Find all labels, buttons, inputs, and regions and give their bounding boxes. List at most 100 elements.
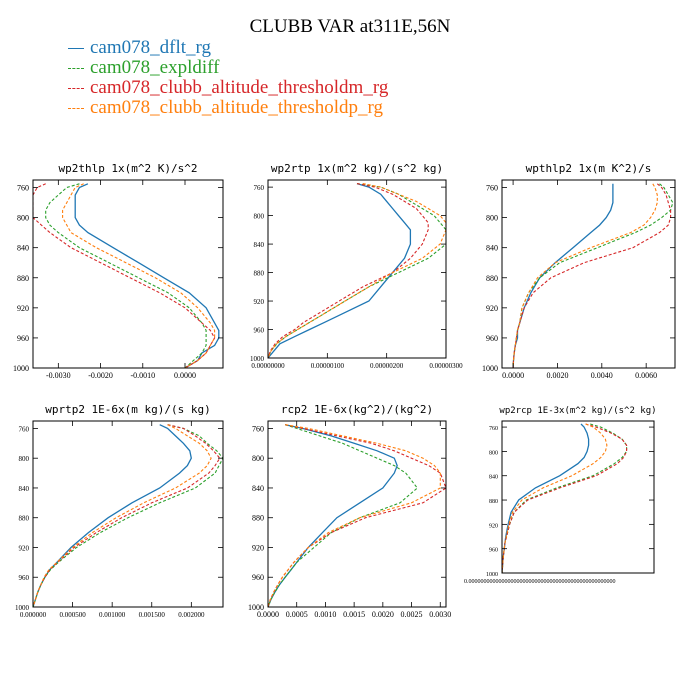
series-line — [33, 424, 192, 607]
x-tick-label: 0.002000 — [178, 611, 205, 619]
series-line — [268, 424, 446, 607]
x-tick-label: 0.0025 — [401, 610, 423, 619]
series-line — [268, 424, 441, 607]
legend-label: cam078_clubb_altitude_thresholdm_rg — [90, 77, 389, 98]
legend-label: cam078_clubb_altitude_thresholdp_rg — [90, 97, 384, 118]
y-tick-label: 960 — [486, 334, 498, 343]
y-tick-label: 1000 — [13, 364, 29, 373]
y-tick-label: 1000 — [482, 364, 498, 373]
y-tick-label: 960 — [17, 334, 29, 343]
series-line — [512, 183, 674, 368]
legend-item: cam078_clubb_altitude_thresholdm_rg — [68, 77, 389, 98]
legend-item: cam078_expldiff — [68, 57, 388, 78]
y-tick-label: 920 — [254, 298, 265, 306]
x-tick-label: 0.00000000 — [251, 362, 285, 370]
x-tick-label: -0.0020 — [88, 371, 113, 380]
y-tick-label: 800 — [486, 214, 498, 223]
y-tick-label: 880 — [17, 274, 29, 283]
series-line — [45, 183, 207, 368]
legend-line-swatch — [68, 67, 84, 69]
series-line — [268, 424, 419, 607]
x-tick-label: 0.0000 — [257, 610, 279, 619]
series-line — [33, 424, 223, 607]
x-tick-label: 0.0060 — [635, 371, 657, 380]
y-tick-label: 840 — [486, 244, 498, 253]
legend-label: cam078_dflt_rg — [90, 37, 212, 58]
y-tick-label: 1000 — [15, 604, 30, 612]
series-line — [502, 423, 590, 573]
series-line — [33, 424, 212, 607]
series-line — [74, 183, 220, 368]
x-tick-label: 0.0000 — [174, 371, 196, 380]
y-tick-label: 760 — [489, 426, 498, 432]
y-tick-label: 880 — [489, 499, 498, 505]
x-tick-label: 0.00000100 — [311, 362, 345, 370]
series-line — [502, 423, 628, 573]
x-tick-label: 0.0015 — [343, 610, 365, 619]
y-tick-label: 800 — [19, 455, 30, 463]
legend-label: cam078_expldiff — [90, 57, 220, 78]
series-line — [268, 424, 398, 607]
x-tick-label: 0.0000 — [502, 371, 524, 380]
panel-title: wprtp2 1E-6x(m kg)/(s kg) — [45, 403, 211, 416]
series-line — [33, 183, 216, 368]
series-line — [33, 424, 221, 607]
y-tick-label: 880 — [252, 514, 264, 523]
series-line — [268, 183, 429, 358]
y-tick-label: 880 — [19, 515, 30, 523]
y-tick-label: 800 — [489, 450, 498, 456]
legend-line-swatch — [68, 47, 84, 49]
y-tick-label: 760 — [252, 424, 264, 433]
x-tick-label: 0.0005 — [286, 610, 308, 619]
x-tick-label: 0.0020 — [372, 610, 394, 619]
y-tick-label: 840 — [252, 484, 264, 493]
y-tick-label: 1000 — [250, 355, 265, 363]
plot-frame — [501, 179, 676, 369]
series-line — [268, 183, 446, 358]
legend-item: cam078_clubb_altitude_thresholdp_rg — [68, 97, 388, 118]
y-tick-label: 880 — [254, 270, 265, 278]
x-tick-label: 0.001000 — [99, 611, 126, 619]
y-tick-label: 760 — [486, 184, 498, 193]
chart-panel: 760 800 840 880 920 960 10000.0000000000000000… — [464, 406, 657, 585]
plot-frame — [501, 420, 655, 574]
y-tick-label: 920 — [252, 543, 264, 552]
plot-frame — [32, 420, 224, 608]
x-tick-label: -0.0030 — [46, 371, 71, 380]
y-tick-label: 920 — [19, 544, 30, 552]
y-tick-label: 800 — [254, 213, 265, 221]
y-tick-label: 800 — [252, 454, 264, 463]
series-line — [62, 183, 216, 368]
legend-line-swatch — [68, 87, 84, 89]
y-tick-label: 960 — [252, 573, 264, 582]
y-tick-label: 840 — [254, 241, 265, 249]
x-tick-label: 0.000500 — [59, 611, 86, 619]
panel-title: wp2rtp 1x(m^2 kg)/(s^2 kg) — [271, 162, 443, 175]
x-tick-label: 0.00000200 — [370, 362, 404, 370]
plot-frame — [267, 420, 447, 608]
x-tick-label: 0.00000300 — [429, 362, 463, 370]
series-line — [512, 183, 658, 368]
y-tick-label: 840 — [489, 475, 498, 481]
y-tick-label: 1000 — [248, 603, 264, 612]
y-tick-label: 840 — [19, 485, 30, 493]
plot-frame — [267, 179, 447, 359]
chart-panel: 760 800 840 880 920 960 1000 0.0000 0.0020 0.0040… — [482, 162, 676, 380]
panel-title: wp2thlp 1x(m^2 K)/s^2 — [58, 162, 197, 175]
y-tick-label: 760 — [254, 184, 265, 192]
series-line — [268, 183, 446, 358]
plot-frame — [32, 179, 224, 369]
x-tick-label: 0.0040 — [591, 371, 613, 380]
panel-title: rcp2 1E-6x(kg^2)/(kg^2) — [281, 403, 433, 416]
x-tick-label: 0.001500 — [139, 611, 166, 619]
figure-title: CLUBB VAR at311E,56N — [249, 16, 451, 37]
legend-line-swatch — [68, 107, 84, 109]
panel-title: wpthlp2 1x(m K^2)/s — [526, 162, 652, 175]
legend: cam078_dflt_rg cam078_expldiff cam078_cl… — [68, 37, 389, 118]
y-tick-label: 920 — [486, 304, 498, 313]
series-line — [512, 183, 672, 368]
